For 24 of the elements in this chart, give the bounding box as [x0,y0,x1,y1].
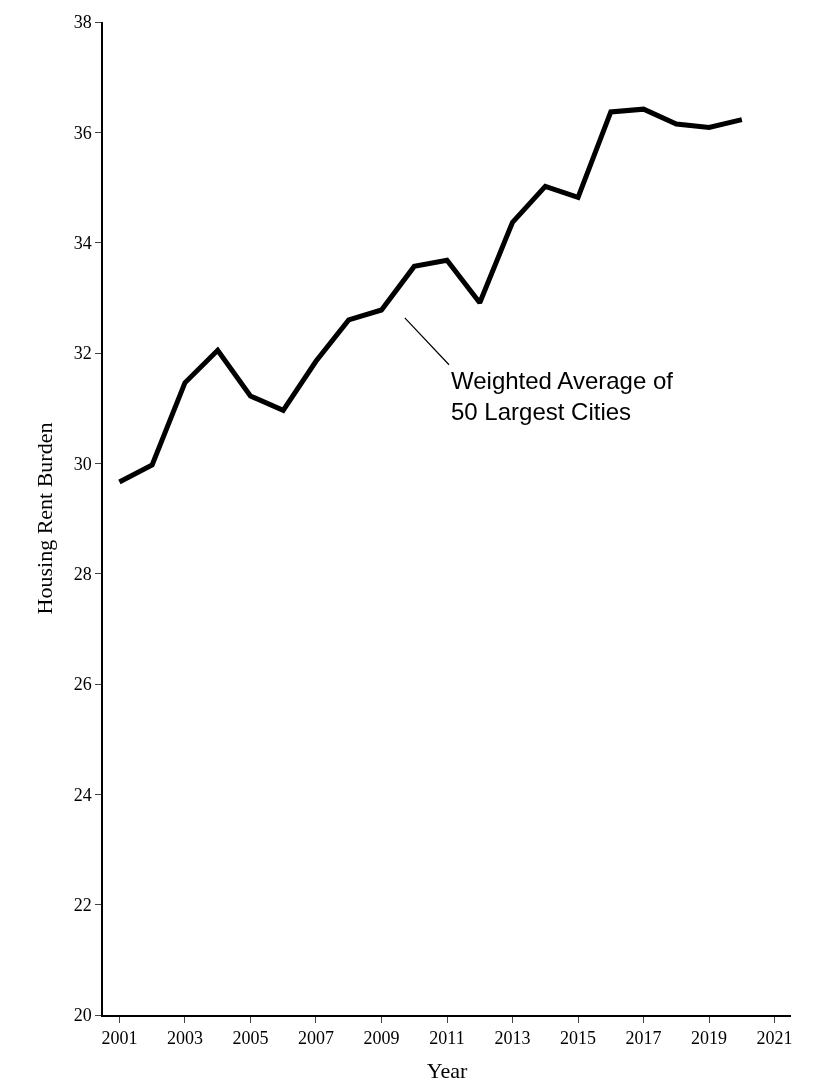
y-tick-label: 24 [73,784,92,805]
x-tick-label: 2019 [691,1028,728,1049]
annotation: Weighted Average of 50 Largest Cities [451,367,674,426]
y-axis-title: Housing Rent Burden [31,422,57,615]
y-tick-label: 22 [73,894,92,915]
x-tick-label: 2007 [297,1028,334,1049]
y-tick-label: 38 [73,12,92,33]
x-tick-label: 2001 [101,1028,138,1049]
y-tick-label: 36 [73,122,92,143]
x-tick-label: 2013 [494,1028,531,1049]
y-tick-label: 30 [73,453,92,474]
x-tick-label: 2005 [232,1028,269,1049]
y-tick-label: 28 [73,563,92,584]
x-tick-label: 2011 [429,1028,465,1049]
x-tick-label: 2015 [560,1028,597,1049]
x-axis-title: Year [426,1057,468,1083]
y-tick-label: 26 [73,674,92,695]
x-tick-label: 2017 [625,1028,662,1049]
y-tick-label: 34 [73,232,92,253]
y-tick-label: 20 [73,1005,92,1026]
x-tick-label: 2009 [363,1028,400,1049]
x-tick-label: 2021 [756,1028,793,1049]
x-tick-label: 2003 [166,1028,203,1049]
y-tick-label: 32 [73,343,92,364]
